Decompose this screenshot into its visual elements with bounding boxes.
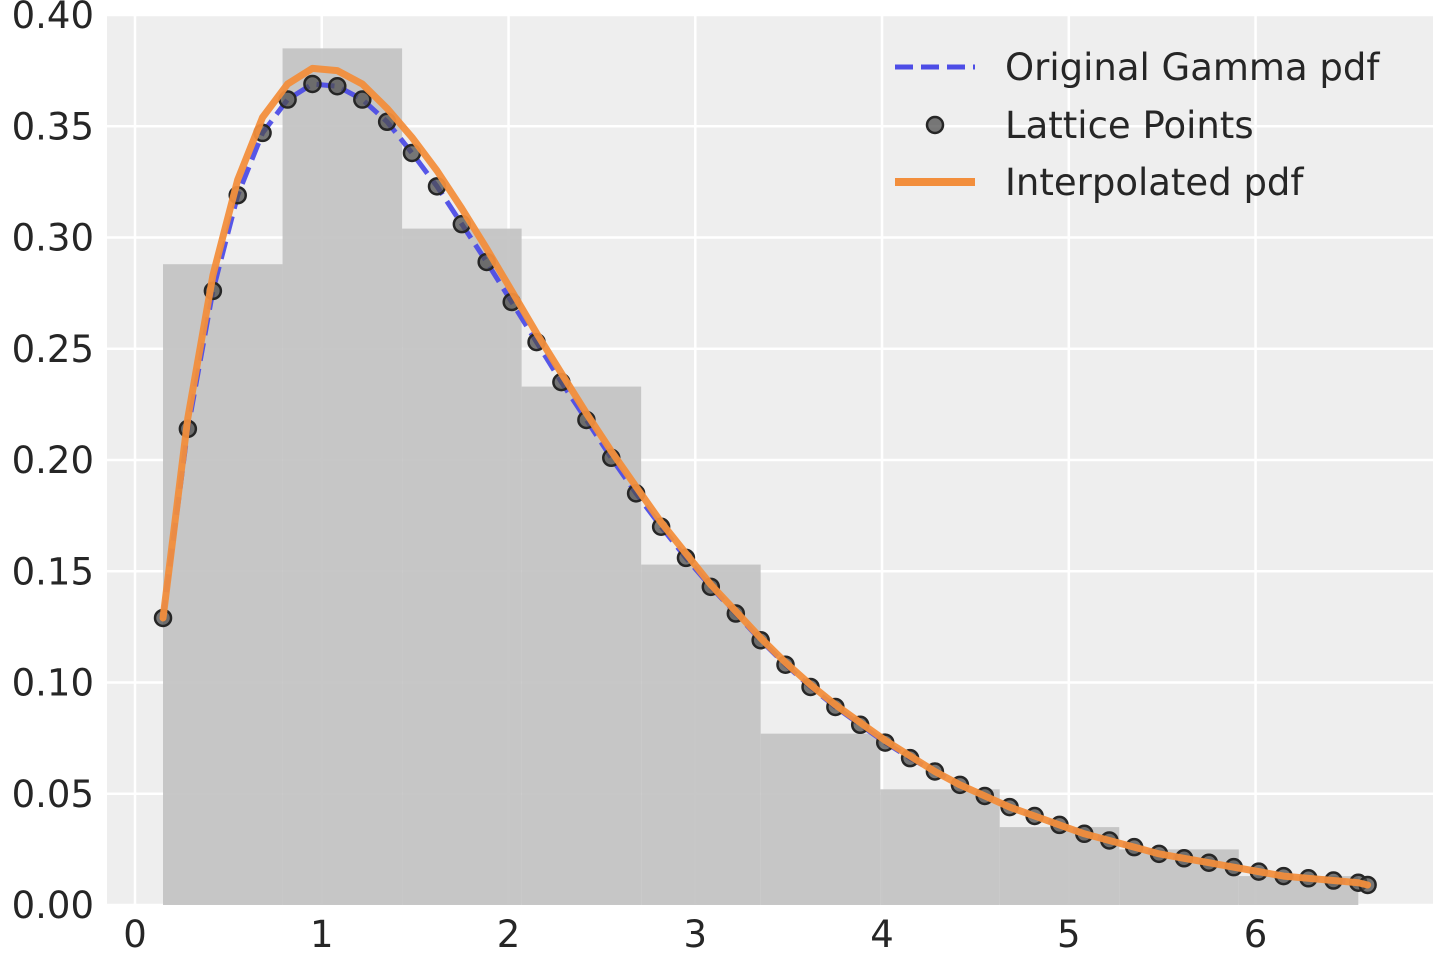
series-interpolated-pdf-line [159, 64, 1372, 889]
x-tick-label: 4 [870, 913, 894, 956]
legend: Original Gamma pdf Lattice Points Interpol… [895, 46, 1380, 204]
lattice-point [328, 76, 347, 96]
x-axis-ticks: 0 1 2 3 4 5 6 [123, 913, 1267, 956]
histogram-bar [282, 48, 403, 905]
lattice-point [303, 74, 322, 94]
x-tick-label: 5 [1057, 913, 1081, 956]
x-tick-label: 3 [684, 913, 708, 956]
y-axis-ticks: 0.00 0.05 0.10 0.15 0.20 0.25 0.30 0.35 0.40 [12, 0, 94, 927]
series-layer [153, 64, 1377, 895]
x-tick-label: 0 [123, 913, 147, 956]
legend-label: Original Gamma pdf [1005, 46, 1380, 89]
x-tick-label: 2 [497, 913, 521, 956]
y-tick-label: 0.25 [12, 328, 94, 371]
y-tick-label: 0.00 [12, 884, 94, 927]
lattice-point [353, 90, 372, 109]
y-tick-label: 0.40 [12, 0, 94, 37]
histogram-bar [880, 789, 1000, 905]
x-tick-label: 6 [1244, 913, 1268, 956]
y-tick-label: 0.35 [12, 105, 94, 148]
y-tick-label: 0.30 [12, 217, 94, 260]
y-tick-label: 0.10 [12, 662, 94, 705]
legend-lattice-points-swatch [925, 115, 945, 135]
y-tick-label: 0.05 [12, 773, 94, 816]
y-tick-label: 0.20 [12, 439, 94, 482]
legend-label: Interpolated pdf [1005, 161, 1304, 204]
legend-label: Lattice Points [1005, 104, 1254, 147]
histogram-bar [402, 228, 522, 906]
y-tick-label: 0.15 [12, 550, 94, 593]
histogram-bar [760, 733, 881, 905]
x-tick-label: 1 [310, 913, 334, 956]
histogram-bar [163, 264, 283, 905]
